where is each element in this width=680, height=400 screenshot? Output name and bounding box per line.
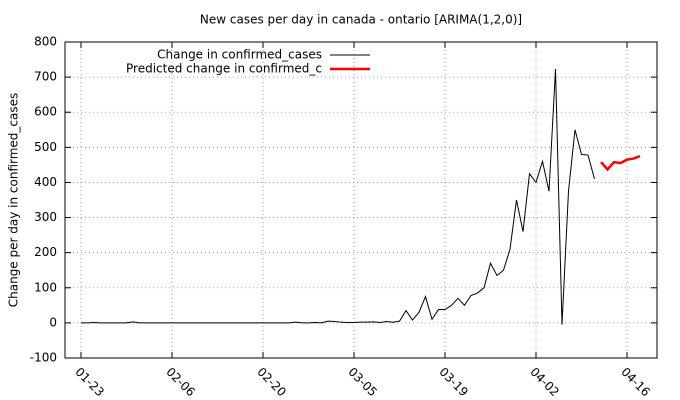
x-tick-label: 03-05	[345, 365, 380, 400]
x-tick-label: 02-06	[163, 365, 198, 400]
legend-label: Predicted change in confirmed_c	[126, 62, 322, 76]
y-tick-label: 100	[34, 280, 57, 294]
y-tick-label: 200	[34, 245, 57, 259]
x-tick-label: 04-16	[618, 365, 653, 400]
plot-border	[64, 41, 658, 359]
legend-label: Change in confirmed_cases	[157, 48, 322, 62]
y-tick-label: 500	[34, 140, 57, 154]
y-tick-label: 0	[49, 315, 57, 329]
y-tick-label: 600	[34, 105, 57, 119]
y-tick-label: -100	[30, 351, 57, 365]
y-tick-label: 300	[34, 210, 57, 224]
y-tick-label: 700	[34, 70, 57, 84]
y-tick-label: 800	[34, 35, 57, 49]
x-tick-label: 03-19	[436, 365, 471, 400]
y-tick-label: 400	[34, 175, 57, 189]
y-axis-label: Change per day in confirmed_cases	[7, 93, 21, 308]
line-series	[600, 154, 641, 172]
x-tick-label: 04-02	[527, 365, 562, 400]
line-series	[81, 69, 595, 325]
chart-title: New cases per day in canada - ontario [A…	[200, 13, 522, 27]
x-tick-label: 02-20	[254, 365, 289, 400]
x-tick-label: 01-23	[72, 365, 107, 400]
